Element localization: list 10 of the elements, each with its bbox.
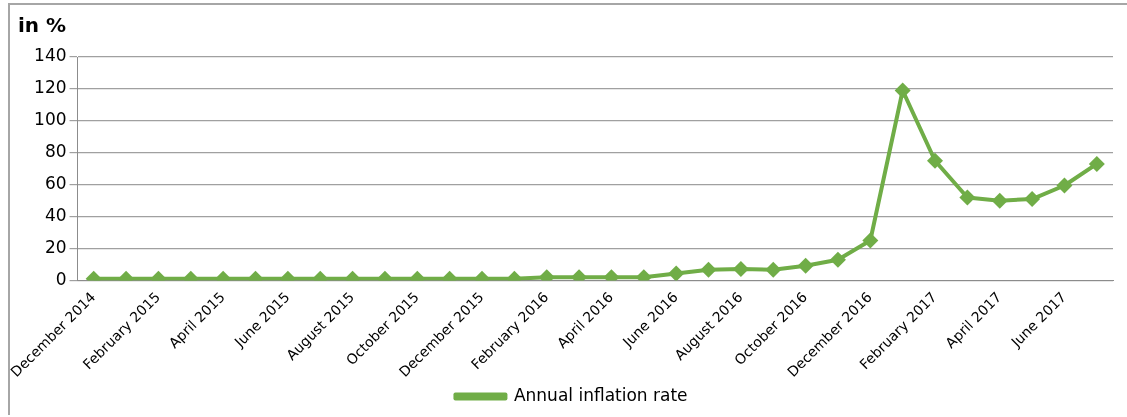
- y-tick-label: 60: [44, 173, 67, 194]
- y-tick-label: 80: [44, 141, 67, 162]
- legend-label: Annual inflation rate: [513, 384, 688, 405]
- y-tick-label: 140: [34, 45, 67, 66]
- y-tick-label: 40: [44, 205, 67, 226]
- y-tick-label: 0: [55, 268, 67, 289]
- y-axis-title: in %: [18, 13, 67, 37]
- y-tick-label: 100: [34, 109, 67, 130]
- y-tick-label: 120: [34, 77, 67, 98]
- y-tick-label: 20: [44, 236, 67, 257]
